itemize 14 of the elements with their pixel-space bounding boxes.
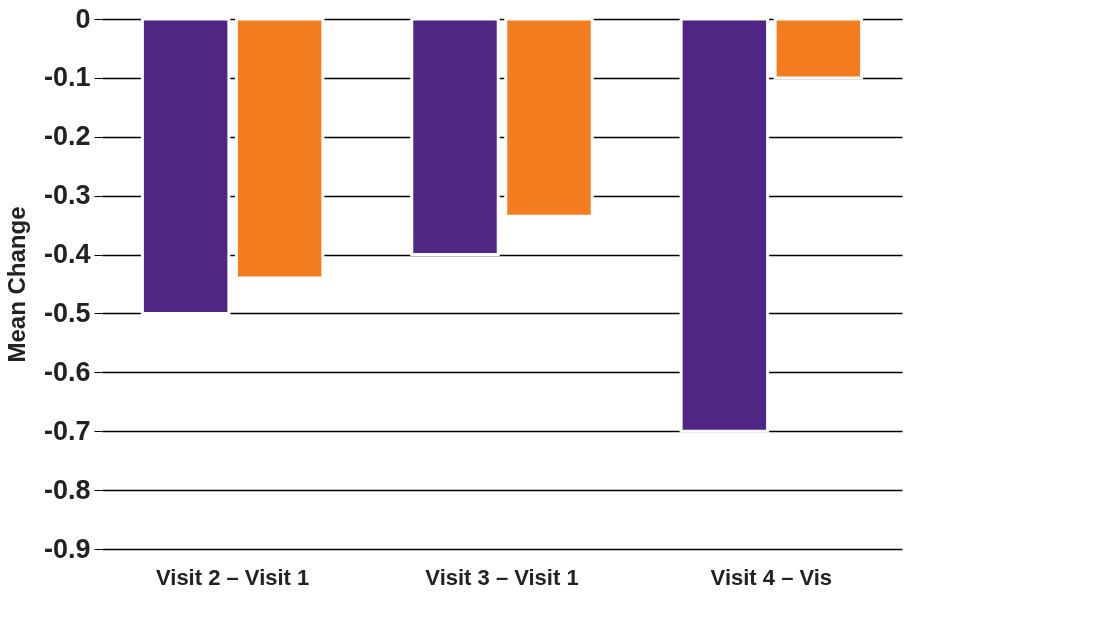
y-tick-label: -0.8 [43, 474, 91, 505]
y-tick-label: -0.5 [43, 297, 91, 328]
y-tick-label: -0.6 [43, 356, 91, 387]
x-tick-label: Visit 2 – Visit 1 [156, 564, 310, 590]
y-tick-label: -0.1 [43, 62, 91, 93]
y-tick-label: 0 [75, 3, 91, 34]
y-axis-title: Mean Change [2, 206, 30, 363]
y-tick-label: -0.9 [43, 533, 91, 564]
y-tick-label: -0.3 [43, 180, 91, 211]
x-tick-label: Visit 3 – Visit 1 [425, 564, 579, 590]
y-tick-label: -0.4 [43, 239, 91, 270]
y-tick-label: -0.7 [43, 415, 91, 446]
x-tick-label: Visit 4 – Vis [710, 564, 833, 590]
y-tick-label: -0.2 [43, 121, 91, 152]
